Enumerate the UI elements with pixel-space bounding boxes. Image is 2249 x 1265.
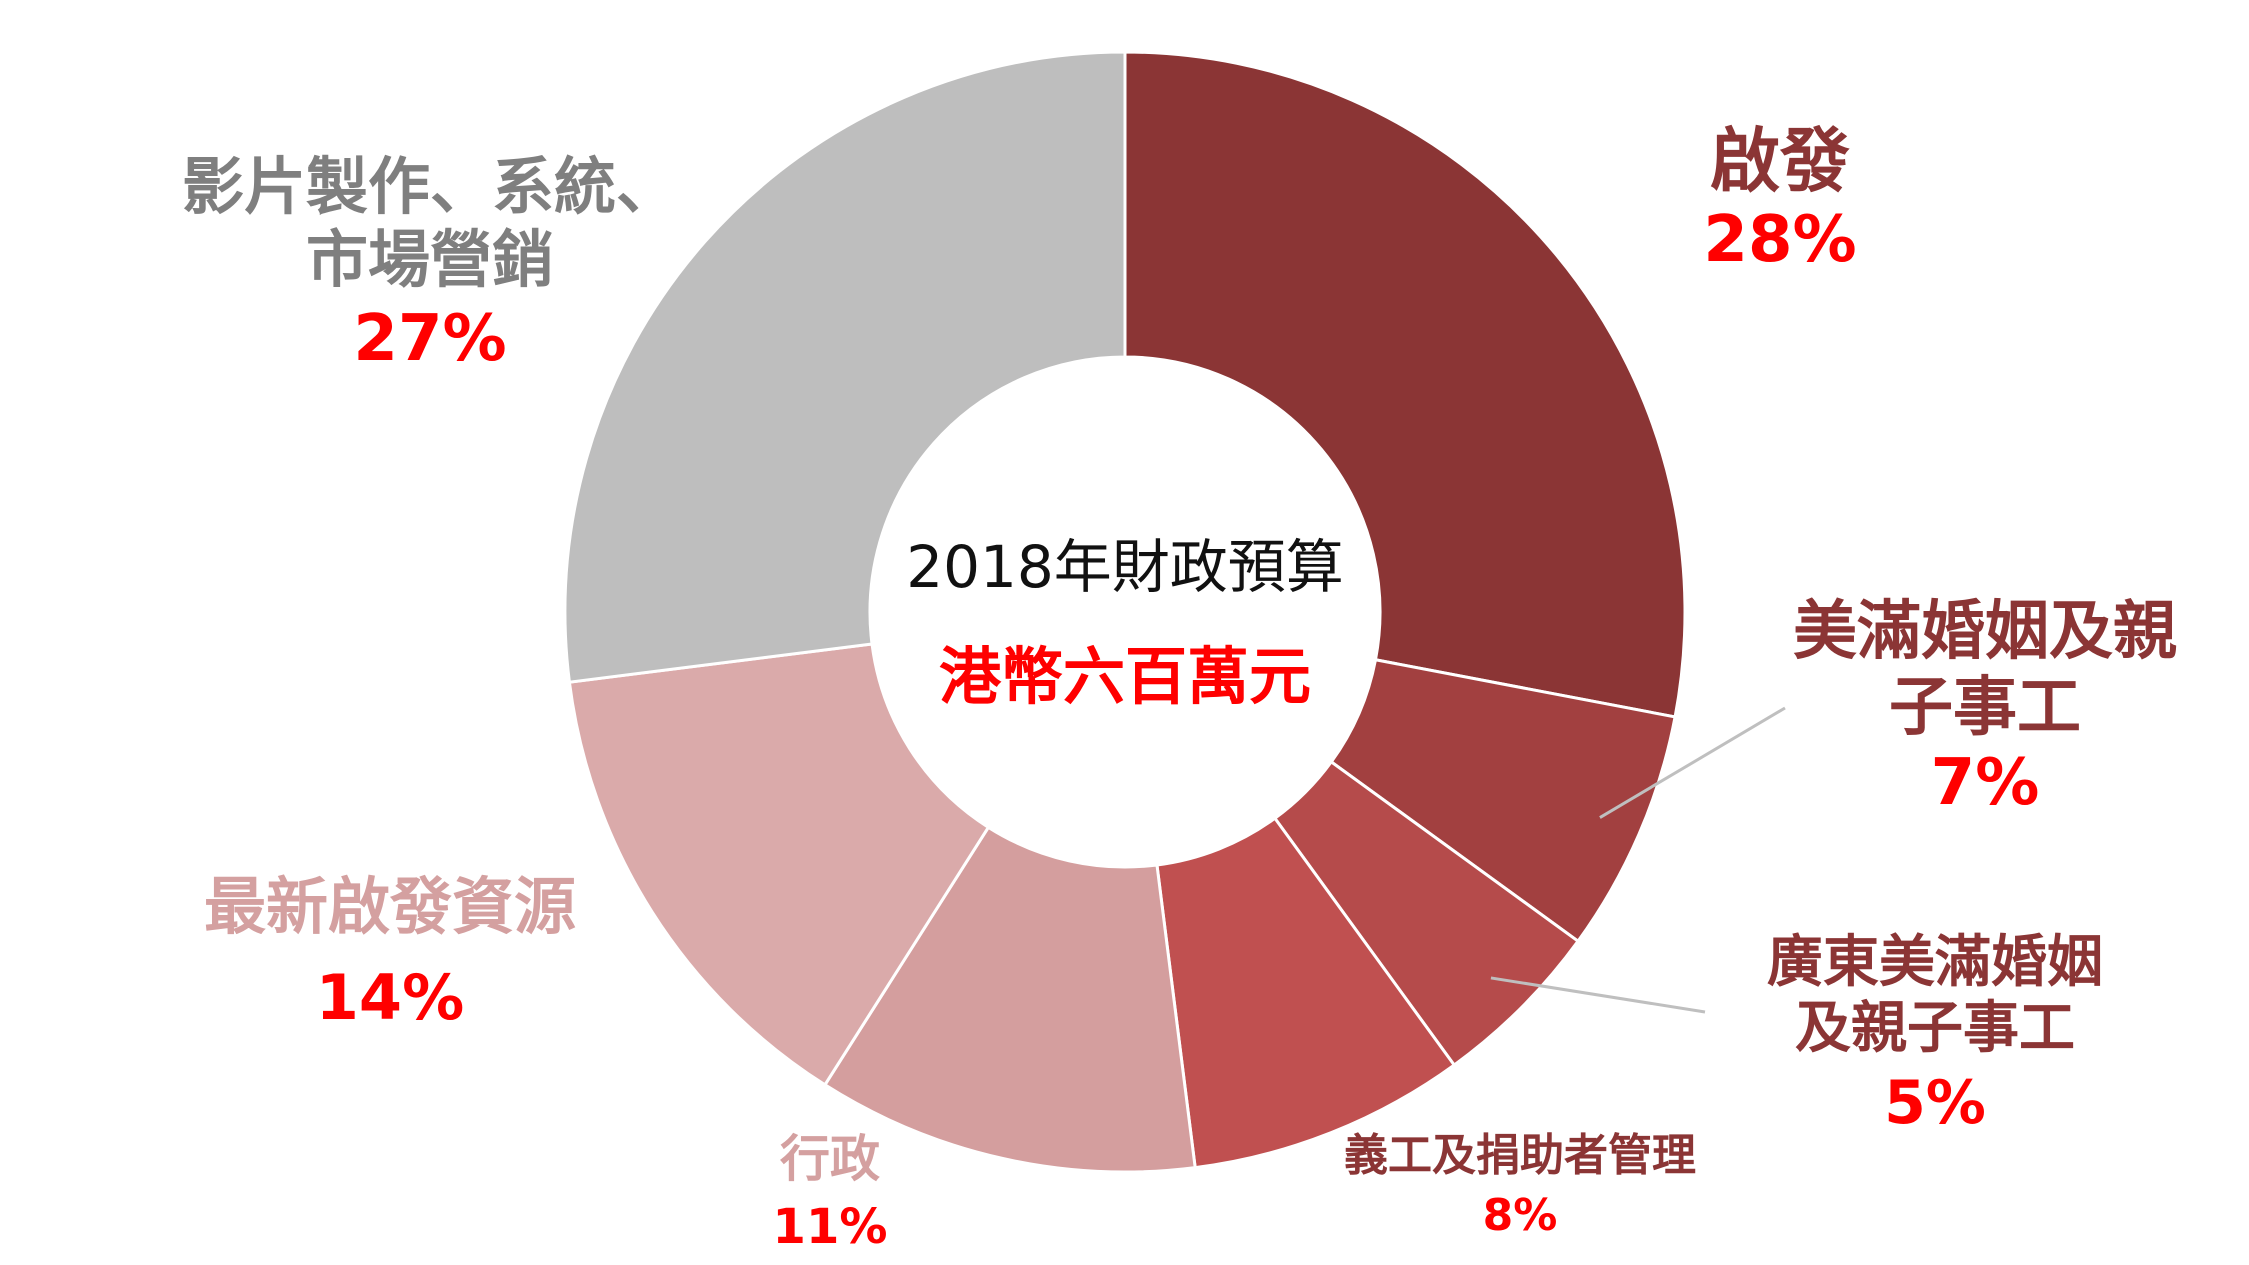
center-title: 2018年財政預算	[906, 533, 1344, 601]
slice-label-admin: 行政 11%	[730, 1130, 930, 1256]
slice-label-volunteers: 義工及捐助者管理 8%	[1310, 1130, 1730, 1242]
donut-slice	[563, 50, 1127, 684]
slice-name: 影片製作、系統、市場營銷	[181, 150, 678, 297]
donut-slice	[1155, 816, 1457, 1170]
slice-percent: 5%	[1884, 1068, 1986, 1139]
slice-percent: 27%	[353, 302, 507, 377]
donut-slice	[1123, 50, 1687, 719]
slice-percent: 7%	[1930, 746, 2040, 821]
slice-name: 義工及捐助者管理	[1344, 1130, 1696, 1181]
slice-percent: 8%	[1482, 1189, 1558, 1241]
slice-name: 最新啟發資源	[203, 870, 576, 943]
slice-name: 行政	[780, 1130, 880, 1188]
slice-name: 美滿婚姻及親子事工	[1793, 595, 2177, 745]
leader-line	[1490, 976, 1706, 1014]
donut-slice	[567, 642, 991, 1087]
slice-name: 啟發	[1710, 120, 1850, 202]
slice-percent: 14%	[315, 961, 465, 1035]
slice-label-marriage: 美滿婚姻及親子事工 7%	[1790, 595, 2180, 822]
slice-label-cantonese-marriage: 廣東美滿婚姻及親子事工 5%	[1740, 930, 2130, 1139]
slice-percent: 28%	[1703, 202, 1857, 277]
slice-percent: 11%	[772, 1199, 888, 1255]
center-subtitle: 港幣六百萬元	[938, 640, 1311, 713]
slice-label-qifa: 啟發 28%	[1650, 120, 1910, 278]
slice-label-resources: 最新啟發資源 14%	[160, 870, 620, 1034]
slice-label-video-systems: 影片製作、系統、市場營銷 27%	[160, 150, 700, 378]
leader-line	[1599, 706, 1786, 819]
center-label: 2018年財政預算 港幣六百萬元	[880, 520, 1370, 716]
donut-slice	[822, 825, 1197, 1174]
slice-name: 廣東美滿婚姻及親子事工	[1767, 930, 2103, 1062]
